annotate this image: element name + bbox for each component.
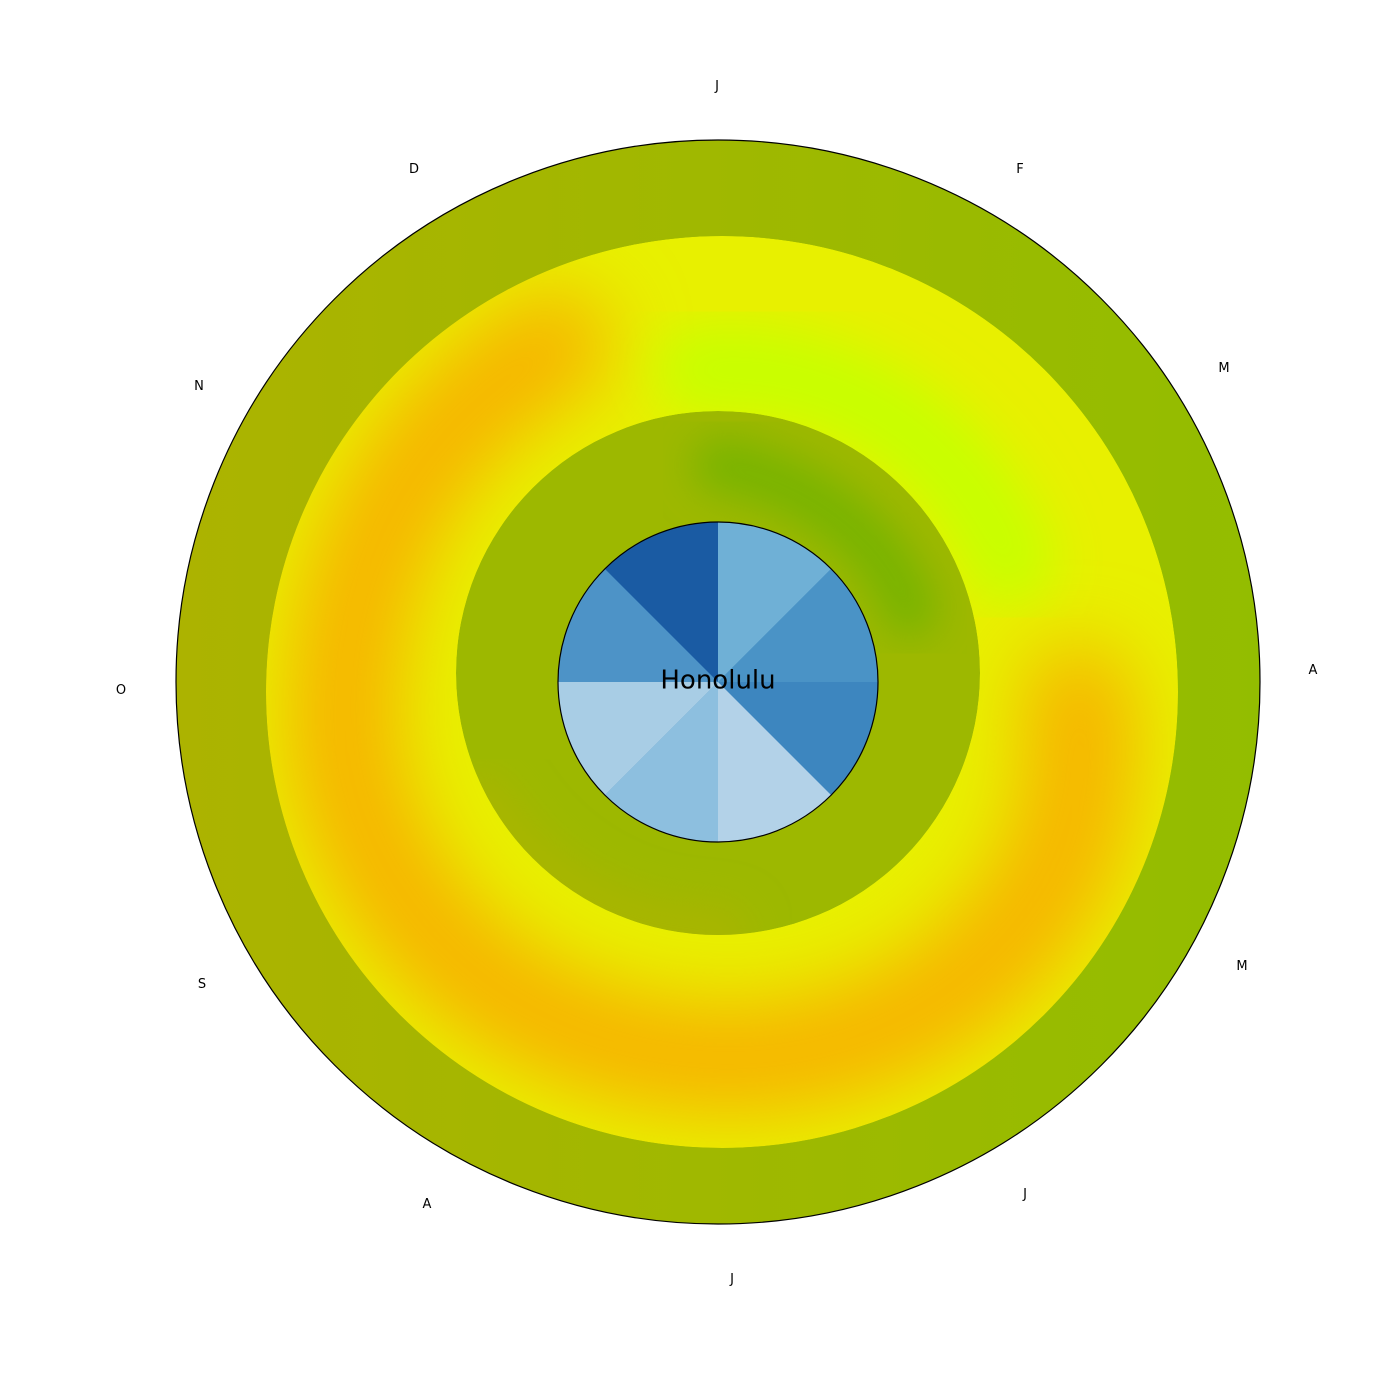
month-label-oct: O xyxy=(116,683,126,698)
month-labels: J F M A M J J A S O N D xyxy=(116,79,1318,1287)
month-label-dec: D xyxy=(409,162,419,177)
month-label-apr: A xyxy=(1309,663,1318,678)
month-label-may: M xyxy=(1236,959,1247,974)
month-label-mar: M xyxy=(1218,361,1229,376)
month-label-feb: F xyxy=(1016,162,1023,177)
outer-outline xyxy=(175,139,1261,1225)
month-label-aug: A xyxy=(423,1197,432,1212)
month-label-jun: J xyxy=(1022,1187,1027,1202)
center-title: Honolulu xyxy=(660,666,775,696)
month-label-jan: J xyxy=(714,79,719,94)
month-label-nov: N xyxy=(194,379,204,394)
month-label-jul: J xyxy=(729,1272,734,1287)
center-outline xyxy=(557,521,879,843)
center-disc xyxy=(558,522,878,842)
month-label-sep: S xyxy=(198,977,206,992)
